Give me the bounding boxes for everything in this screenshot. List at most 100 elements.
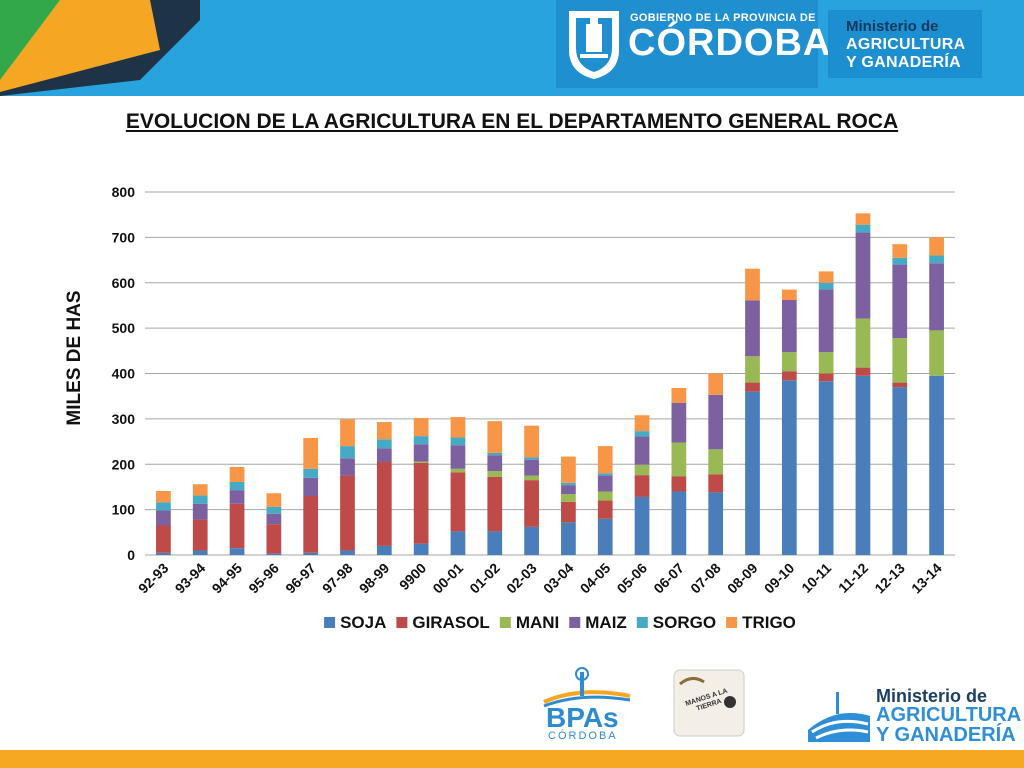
bar-trigo-96-97 [303,437,319,469]
bar-mani-07-08 [708,449,724,475]
x-tick-label: 98-99 [356,560,393,597]
bar-soja-9900 [413,543,429,555]
y-tick-label: 600 [112,275,136,291]
bar-sorgo-95-96 [266,506,282,514]
bar-sorgo-96-97 [303,468,319,478]
legend-swatch-mani [499,617,511,628]
bar-girasol-06-07 [671,476,687,492]
bar-trigo-10-11 [818,271,834,283]
ministry-name-line2: Y GANADERÍA [846,54,962,71]
bar-soja-92-93 [156,552,171,555]
bar-sorgo-12-13 [892,257,908,265]
bar-trigo-01-02 [487,421,503,453]
legend-label-girasol: GIRASOL [412,613,489,632]
legend-label-sorgo: SORGO [653,613,716,632]
bar-trigo-95-96 [266,493,282,507]
bar-maiz-92-93 [156,510,171,526]
bar-girasol-97-98 [340,475,355,551]
bar-girasol-09-10 [781,371,797,381]
ministry-logo: Ministerio de AGRICULTURA Y GANADERÍA [828,10,982,78]
bar-soja-07-08 [708,492,724,555]
x-tick-label: 10-11 [798,560,834,596]
bar-trigo-03-04 [561,456,576,483]
x-tick-label: 94-95 [209,560,246,597]
x-tick-label: 08-09 [724,560,761,597]
x-tick-label: 93-94 [172,560,209,597]
bar-sorgo-00-01 [450,437,466,446]
page-title: EVOLUCION DE LA AGRICULTURA EN EL DEPART… [125,110,899,133]
bar-trigo-09-10 [781,289,797,300]
bar-sorgo-94-95 [229,481,245,491]
manos-logo-icon [673,669,745,737]
bar-soja-12-13 [892,387,908,555]
x-tick-label: 95-96 [245,560,282,597]
x-tick-label: 01-02 [466,560,503,597]
farm-field-icon [808,692,870,742]
bar-maiz-96-97 [303,477,319,497]
x-tick-label: 04-05 [577,560,614,597]
x-tick-label: 02-03 [503,560,540,597]
bar-girasol-02-03 [524,480,539,527]
bar-sorgo-92-93 [156,502,171,511]
bar-mani-02-03 [524,475,539,481]
bar-maiz-11-12 [855,232,871,319]
bar-sorgo-13-14 [929,255,944,264]
bpas-title: BPAs [546,702,619,733]
y-tick-label: 500 [112,320,136,336]
bar-maiz-06-07 [671,402,687,443]
bar-girasol-92-93 [156,525,171,553]
bar-soja-09-10 [781,380,797,555]
bar-trigo-02-03 [524,425,539,458]
bar-maiz-05-06 [634,436,650,465]
bar-maiz-00-01 [450,445,466,469]
legend-label-trigo: TRIGO [742,613,796,632]
bpas-subtitle: CÓRDOBA [548,730,618,742]
bar-sorgo-98-99 [376,439,392,449]
bar-soja-96-97 [303,552,319,555]
ministry-label: Ministerio de [846,18,939,35]
bar-trigo-94-95 [229,466,245,482]
bar-mani-01-02 [487,471,503,477]
x-tick-label: 11-12 [835,560,871,596]
bar-girasol-94-95 [229,503,245,549]
bar-soja-11-12 [855,375,871,555]
bar-trigo-06-07 [671,388,687,403]
bar-soja-10-11 [818,381,834,555]
footer-bar [0,750,1024,768]
bar-soja-13-14 [929,375,944,555]
bar-mani-06-07 [671,442,687,477]
bar-trigo-93-94 [192,484,208,496]
bar-mani-03-04 [561,494,576,502]
bar-soja-03-04 [561,522,576,555]
bar-maiz-93-94 [192,503,208,520]
bar-girasol-00-01 [450,472,466,532]
x-tick-label: 97-98 [319,560,356,597]
x-tick-label: 06-07 [650,560,687,597]
bar-mani-00-01 [450,468,466,473]
y-tick-label: 400 [112,366,136,382]
ministry-name-line1: AGRICULTURA [846,36,966,53]
legend-swatch-sorgo [636,617,648,628]
bar-sorgo-02-03 [524,457,539,460]
bar-maiz-01-02 [487,455,503,472]
bar-mani-12-13 [892,338,908,383]
footer-ministry-name-line1: AGRICULTURA [876,704,1022,726]
bar-girasol-01-02 [487,476,503,532]
bar-maiz-98-99 [376,448,392,462]
bar-soja-97-98 [340,550,355,555]
bar-sorgo-03-04 [561,482,576,486]
bar-soja-94-95 [229,548,245,555]
bar-sorgo-04-05 [597,473,613,476]
bar-maiz-02-03 [524,459,539,476]
bar-mani-04-05 [597,491,613,501]
bar-maiz-13-14 [929,263,944,331]
bar-sorgo-05-06 [634,431,650,437]
y-tick-label: 0 [127,547,135,563]
y-axis-label: MILES DE HAS [64,290,85,425]
bar-trigo-9900 [413,417,429,437]
bar-maiz-97-98 [340,458,355,476]
bar-trigo-97-98 [340,419,355,447]
bar-trigo-98-99 [376,422,392,440]
legend-label-maiz: MAIZ [585,613,627,632]
bar-girasol-04-05 [597,500,613,519]
